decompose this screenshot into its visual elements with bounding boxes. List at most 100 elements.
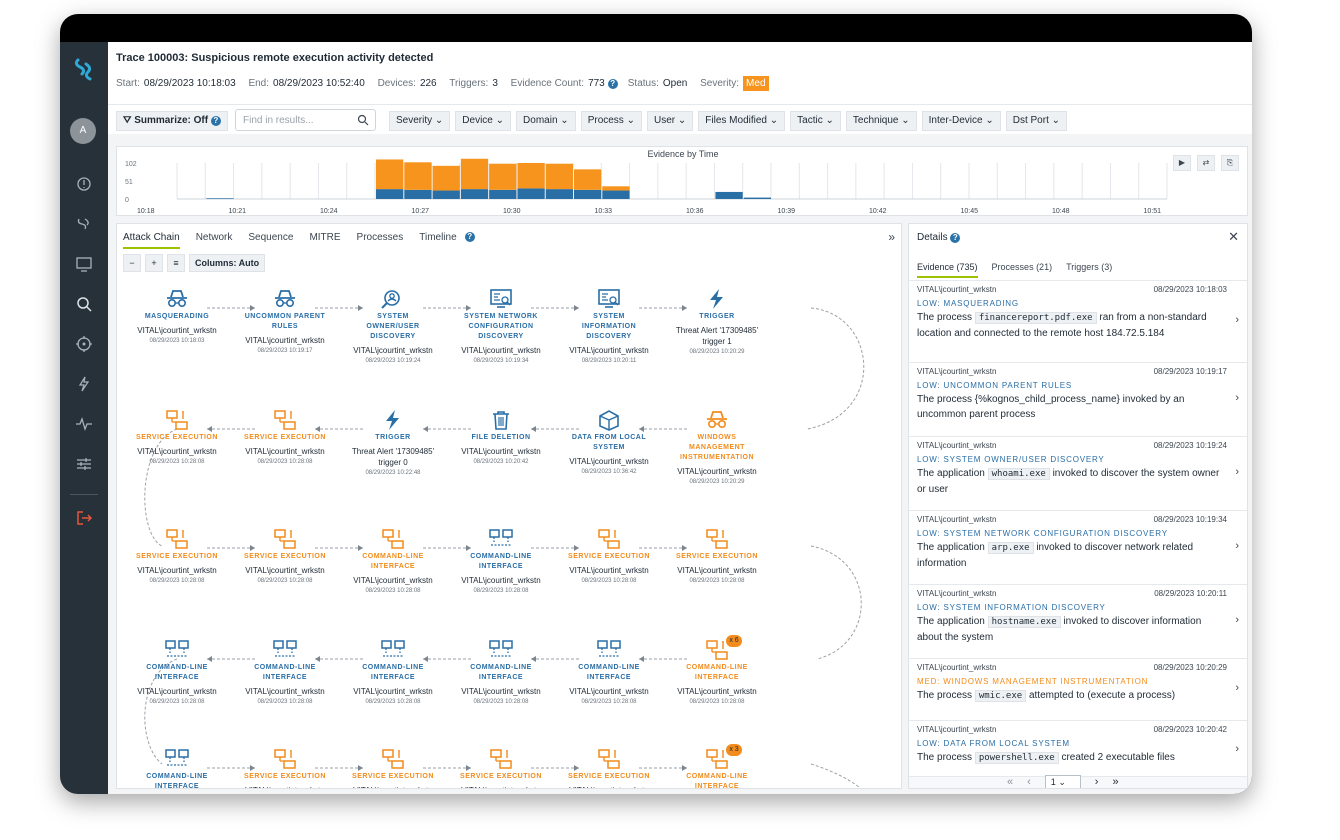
chain-node[interactable]: COMMAND-LINE INTERFACE VITAL\jcourtint_wr… [448,528,554,594]
chain-node[interactable]: SERVICE EXECUTION VITAL\jcourtint_wrkstn 0… [232,409,338,465]
play-icon[interactable]: ▶ [1173,155,1191,171]
chain-node[interactable]: COMMAND-LINE INTERFACE VITAL\jcourtint_wr… [340,639,446,705]
chain-node[interactable]: COMMAND-LINE INTERFACE VITAL\jcourtint_wr… [664,635,770,705]
alert-icon[interactable] [74,174,94,194]
search-icon[interactable] [357,114,369,126]
evidence-item[interactable]: VITAL\jcourtint_wrkstn 08/29/2023 10:20:4… [909,721,1247,781]
chain-node[interactable]: COMMAND-LINE INTERFACE VITAL\jcourtint_wr… [124,639,230,705]
chevron-right-icon[interactable]: › [1235,540,1239,552]
filter-domain[interactable]: Domain ⌄ [516,111,576,131]
filter-dst-port[interactable]: Dst Port ⌄ [1005,111,1068,131]
monitor-icon[interactable] [74,254,94,274]
chain-node[interactable]: SERVICE EXECUTION VITAL\jcourtint_wrkstn 0… [124,528,230,584]
tab-network[interactable]: Network [195,232,233,243]
evidence-item[interactable]: VITAL\jcourtint_wrkstn 08/29/2023 10:20:2… [909,659,1247,721]
first-page-icon[interactable]: « [1007,776,1014,788]
last-page-icon[interactable]: » [1112,776,1119,788]
filter-device[interactable]: Device ⌄ [455,111,512,131]
chain-node[interactable]: UNCOMMON PARENT RULES VITAL\jcourtint_wrk… [232,288,338,354]
target-icon[interactable] [74,334,94,354]
next-page-icon[interactable]: › [1094,776,1099,788]
chain-node[interactable]: WINDOWS MANAGEMENT INSTRUMENTATION VITAL\… [664,409,770,485]
node-host: VITAL\jcourtint_wrkstn [340,785,446,788]
tab-attack-chain[interactable]: Attack Chain [123,232,180,249]
help-icon[interactable]: ? [464,232,475,242]
chain-node[interactable]: FILE DELETION VITAL\jcourtint_wrkstn 08/29… [448,409,554,465]
evidence-item[interactable]: VITAL\jcourtint_wrkstn 08/29/2023 10:19:3… [909,511,1247,585]
chain-node[interactable]: TRIGGER Threat Alert '17309485' trigger 0… [340,409,446,476]
evidence-item[interactable]: VITAL\jcourtint_wrkstn 08/29/2023 10:19:1… [909,363,1247,437]
filter-process[interactable]: Process ⌄ [580,111,642,131]
sliders-icon[interactable] [74,454,94,474]
trace-icon[interactable] [74,214,94,234]
chain-node[interactable]: COMMAND-LINE INTERFACE VITAL\jcourtint_wr… [340,528,446,594]
avatar[interactable]: A [70,118,96,144]
evidence-item[interactable]: VITAL\jcourtint_wrkstn 08/29/2023 10:19:2… [909,437,1247,511]
page-select[interactable]: 1 ⌄ [1044,775,1081,788]
chain-node[interactable]: COMMAND-LINE INTERFACE x 3 [664,744,770,788]
prev-page-icon[interactable]: ‹ [1027,776,1031,788]
tab-timeline[interactable]: Timeline [419,232,457,243]
arrow-head [466,305,471,311]
logo-icon[interactable] [72,56,96,82]
chain-node[interactable]: MASQUERADING VITAL\jcourtint_wrkstn 08/29/… [124,288,230,344]
chain-node[interactable]: COMMAND-LINE INTERFACE VITAL\jcourtint_wr… [232,639,338,705]
zoom-out-icon[interactable]: − [123,254,141,272]
tab-sequence[interactable]: Sequence [248,232,294,243]
chain-node[interactable]: COMMAND-LINE INTERFACE [124,748,230,788]
chevron-right-icon[interactable]: › [1235,392,1239,404]
close-icon[interactable]: ✕ [1228,229,1239,244]
reset-icon[interactable]: ⎘ [1221,155,1239,171]
zoom-in-icon[interactable]: + [145,254,163,272]
chain-node[interactable]: SERVICE EXECUTION VITAL\jcourtint_wrkstn 0… [664,528,770,584]
filter-files-modified[interactable]: Files Modified ⌄ [698,111,786,131]
lightning-icon[interactable] [74,374,94,394]
chain-node[interactable]: COMMAND-LINE INTERFACE VITAL\jcourtint_wr… [448,639,554,705]
collapse-icon[interactable]: » [888,230,895,244]
logout-icon[interactable] [74,508,94,528]
evidence-category: LOW: SYSTEM INFORMATION DISCOVERY [917,603,1106,612]
chain-node[interactable]: SERVICE EXECUTION VITAL\jcourtint_wrkstn 0… [232,528,338,584]
filter-tactic[interactable]: Tactic ⌄ [790,111,841,131]
chain-node[interactable]: SERVICE EXECUTION VITAL\jcourtint_wrkstn 0… [556,528,662,584]
chain-node[interactable]: TRIGGER Threat Alert '17309485' trigger 1… [664,288,770,355]
chain-node[interactable]: SERVICE EXECUTION VITAL\jcourtint_wrkstn 0… [124,409,230,465]
chevron-right-icon[interactable]: › [1235,743,1239,755]
help-icon[interactable]: ? [607,79,618,89]
tab-mitre[interactable]: MITRE [309,232,341,243]
chain-node[interactable]: DATA FROM LOCAL SYSTEM VITAL\jcourtint_wr… [556,409,662,475]
filter-inter-device[interactable]: Inter-Device ⌄ [921,111,1001,131]
tab-processes-detail[interactable]: Processes (21) [991,262,1053,272]
chevron-right-icon[interactable]: › [1235,682,1239,694]
chain-node[interactable]: SERVICE EXECUTION VITAL\jcourtint_wrkstn [232,748,338,788]
chain-node[interactable]: SERVICE EXECUTION VITAL\jcourtint_wrkstn [556,748,662,788]
command-line-icon [340,639,446,661]
chevron-right-icon[interactable]: › [1235,314,1239,326]
help-icon[interactable]: ? [950,233,961,243]
tab-evidence[interactable]: Evidence (735) [917,262,978,278]
evidence-item[interactable]: VITAL\jcourtint_wrkstn 08/29/2023 10:18:0… [909,281,1247,363]
columns-select[interactable]: Columns: Auto [189,254,266,272]
pulse-icon[interactable] [74,414,94,434]
evidence-item[interactable]: VITAL\jcourtint_wrkstn 08/29/2023 10:20:1… [909,585,1247,659]
chain-node[interactable]: SYSTEM INFORMATION DISCOVERY VITAL\jcourt… [556,288,662,364]
chain-node[interactable]: SYSTEM OWNER/USER DISCOVERY VITAL\jcourti… [340,288,446,364]
search-icon[interactable] [74,294,94,314]
evidence-bar-chart[interactable]: 0 51 102 10:18 10:21 10:24 10:27 10:30 10:33 10:3… [117,147,1249,217]
menu-icon[interactable]: ≡ [167,254,185,272]
chevron-right-icon[interactable]: › [1235,614,1239,626]
chain-node[interactable]: SERVICE EXECUTION VITAL\jcourtint_wrkstn [448,748,554,788]
loop-icon[interactable]: ⇄ [1197,155,1215,171]
summarize-toggle[interactable]: ⛛ Summarize: Off ? [116,111,228,131]
chain-node[interactable]: COMMAND-LINE INTERFACE VITAL\jcourtint_wr… [556,639,662,705]
chain-node[interactable]: SERVICE EXECUTION VITAL\jcourtint_wrkstn [340,748,446,788]
filter-user[interactable]: User ⌄ [646,111,694,131]
chain-node[interactable]: SYSTEM NETWORK CONFIGURATION DISCOVERY VI… [448,288,554,364]
filter-severity[interactable]: Severity ⌄ [389,111,451,131]
tab-triggers[interactable]: Triggers (3) [1066,262,1113,272]
chevron-right-icon[interactable]: › [1235,466,1239,478]
find-input[interactable]: Find in results... [235,109,376,131]
filter-technique[interactable]: Technique ⌄ [845,111,917,131]
help-icon[interactable]: ? [210,116,221,126]
tab-processes[interactable]: Processes [356,232,404,243]
